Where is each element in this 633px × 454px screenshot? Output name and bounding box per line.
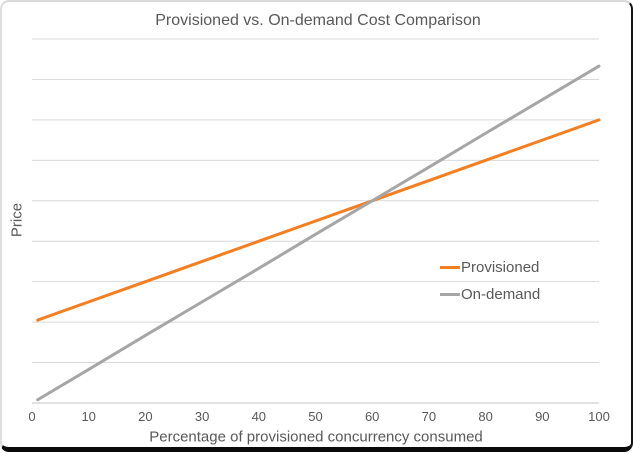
- x-tick-label: 20: [138, 409, 152, 424]
- x-tick-label: 90: [535, 409, 549, 424]
- gridlines: [32, 38, 599, 404]
- chart-title: Provisioned vs. On-demand Cost Compariso…: [155, 12, 481, 29]
- x-tick-label: 70: [422, 409, 436, 424]
- x-tick-label: 60: [365, 409, 379, 424]
- x-tick-label: 40: [252, 409, 266, 424]
- legend-entry-on-demand: On-demand: [440, 285, 540, 303]
- provisioned-line: [36, 118, 601, 322]
- x-tick-label: 80: [478, 409, 492, 424]
- on-demand-line-swatch: [440, 292, 460, 296]
- on-demand-line: [36, 64, 601, 402]
- x-tick-label: 50: [308, 409, 322, 424]
- x-axis-tick-labels: 0 10 20 30 40 50 60 70 80 90 100: [28, 409, 609, 424]
- x-tick-label: 100: [588, 409, 610, 424]
- provisioned-line-swatch: [440, 265, 460, 269]
- x-axis-title: Percentage of provisioned concurrency co…: [149, 428, 483, 446]
- legend-entry-provisioned: Provisioned: [440, 258, 540, 276]
- x-tick-label: 10: [81, 409, 95, 424]
- legend: Provisioned On-demand: [440, 258, 540, 303]
- y-axis-title: Price: [8, 202, 26, 238]
- legend-label-on-demand: On-demand: [461, 285, 541, 303]
- x-tick-label: 30: [195, 409, 209, 424]
- x-tick-label: 0: [28, 409, 35, 424]
- data-series-lines: [36, 64, 601, 402]
- legend-label-provisioned: Provisioned: [461, 258, 540, 276]
